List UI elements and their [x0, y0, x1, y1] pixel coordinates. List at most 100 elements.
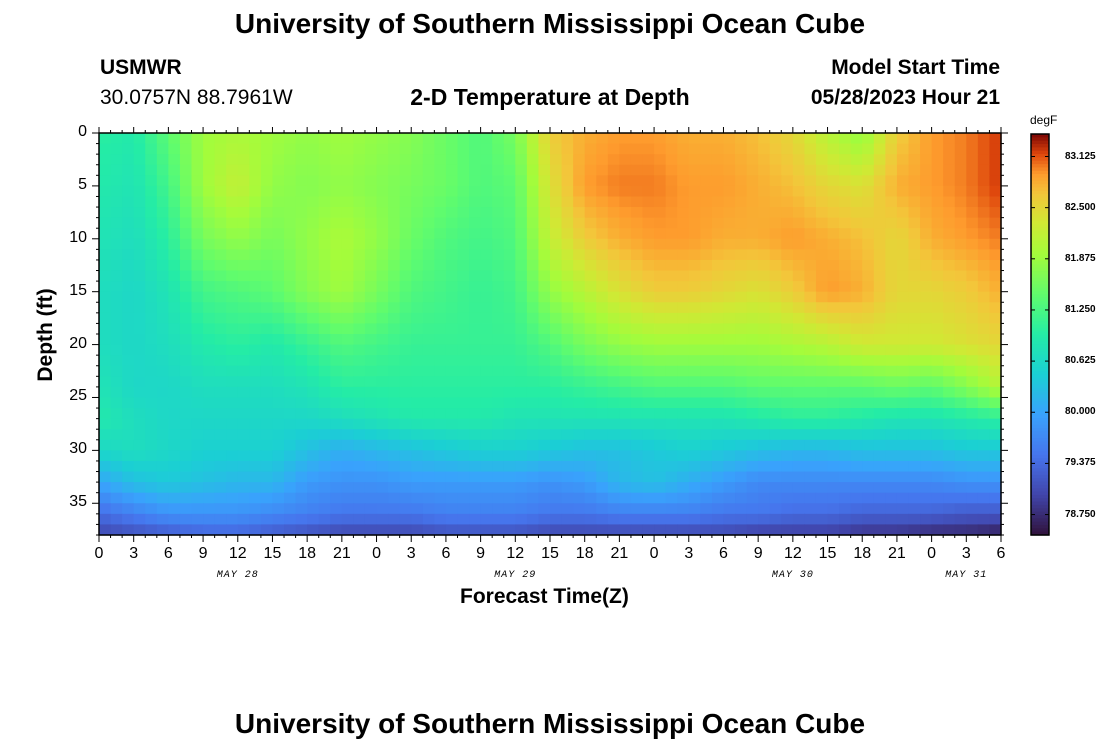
heatmap-cell [457, 450, 470, 462]
heatmap-cell [908, 492, 921, 504]
heatmap-cell [388, 334, 401, 346]
heatmap-cell [156, 429, 169, 441]
heatmap-cell [885, 249, 898, 261]
heatmap-cell [145, 471, 158, 483]
heatmap-cell [399, 238, 412, 250]
heatmap-cell [526, 408, 540, 420]
heatmap-cell [434, 408, 447, 420]
heatmap-cell [503, 344, 516, 356]
heatmap-cell [457, 259, 470, 272]
heatmap-cell [804, 133, 817, 145]
heatmap-cell [399, 503, 412, 515]
heatmap-cell [931, 249, 944, 261]
heatmap-cell [272, 175, 285, 187]
heatmap-cell [203, 259, 216, 272]
heatmap-cell [550, 312, 563, 325]
heatmap-cell [573, 323, 586, 335]
heatmap-cell [99, 397, 112, 409]
heatmap-cell [665, 450, 678, 462]
heatmap-cell [191, 185, 204, 198]
heatmap-cell [977, 259, 991, 272]
heatmap-cell [989, 196, 1002, 208]
heatmap-cell [711, 460, 725, 473]
heatmap-cell [596, 418, 609, 430]
heatmap-cell [931, 418, 944, 430]
heatmap-cell [492, 429, 505, 441]
heatmap-cell [573, 355, 586, 367]
heatmap-cell [862, 143, 875, 155]
heatmap-cell [931, 143, 944, 155]
heatmap-cell [943, 302, 956, 314]
heatmap-cell [226, 386, 239, 399]
heatmap-cell [318, 323, 331, 335]
y-tick-label: 15 [69, 281, 87, 299]
heatmap-cell [99, 334, 112, 346]
heatmap-cell [642, 323, 655, 335]
heatmap-cell [237, 238, 250, 250]
heatmap-cell [885, 281, 898, 293]
heatmap-cell [966, 513, 979, 526]
heatmap-cell [873, 429, 886, 441]
heatmap-cell [492, 133, 505, 145]
heatmap-cell [827, 249, 840, 261]
heatmap-cell [908, 175, 921, 187]
heatmap-cell [931, 524, 944, 536]
heatmap-cell [954, 323, 967, 335]
heatmap-cell [469, 312, 482, 325]
heatmap-cell [411, 196, 424, 208]
heatmap-cell [989, 429, 1002, 441]
heatmap-cell [330, 513, 343, 526]
heatmap-cell [723, 429, 736, 441]
heatmap-cell [284, 386, 297, 399]
heatmap-cell [538, 365, 551, 377]
heatmap-cell [133, 185, 146, 198]
heatmap-cell [526, 196, 540, 208]
heatmap-cell [862, 312, 875, 325]
heatmap-cell [526, 365, 540, 377]
heatmap-cell [827, 513, 840, 526]
heatmap-cell [931, 196, 944, 208]
heatmap-cell [156, 503, 169, 515]
colorbar-units: degF [1030, 113, 1058, 127]
heatmap-cell [307, 302, 320, 314]
heatmap-cell [700, 344, 713, 356]
heatmap-cell [445, 344, 459, 356]
heatmap-cell [538, 228, 551, 240]
heatmap-cell [746, 334, 759, 346]
heatmap-cell [503, 513, 516, 526]
heatmap-cell [654, 439, 667, 451]
heatmap-cell [434, 259, 447, 272]
heatmap-cell [642, 302, 655, 314]
heatmap-cell [839, 429, 852, 441]
heatmap-cell [364, 503, 378, 515]
heatmap-cell [526, 259, 540, 272]
heatmap-cell [839, 281, 852, 293]
heatmap-cell [203, 492, 216, 504]
heatmap-cell [364, 207, 378, 219]
heatmap-cell [746, 302, 759, 314]
heatmap-cell [272, 228, 285, 240]
heatmap-cell [735, 471, 748, 483]
heatmap-cell [561, 503, 574, 515]
heatmap-cell [156, 365, 169, 377]
heatmap-cell [203, 482, 216, 494]
heatmap-cell [133, 249, 146, 261]
heatmap-cell [526, 228, 540, 240]
heatmap-cell [341, 386, 355, 399]
heatmap-cell [908, 471, 921, 483]
heatmap-cell [538, 249, 551, 261]
heatmap-cell [422, 312, 435, 325]
colorbar-swatch [1031, 381, 1049, 386]
heatmap-cell [133, 238, 146, 250]
heatmap-cell [677, 334, 690, 346]
colorbar-swatch [1031, 434, 1049, 439]
heatmap-cell [758, 450, 771, 462]
heatmap-cell [896, 249, 910, 261]
heatmap-cell [596, 471, 609, 483]
heatmap-cell [249, 217, 262, 229]
heatmap-cell [318, 302, 331, 314]
heatmap-cell [133, 418, 146, 430]
heatmap-cell [364, 133, 378, 145]
heatmap-cell [550, 450, 563, 462]
heatmap-cell [607, 386, 620, 399]
